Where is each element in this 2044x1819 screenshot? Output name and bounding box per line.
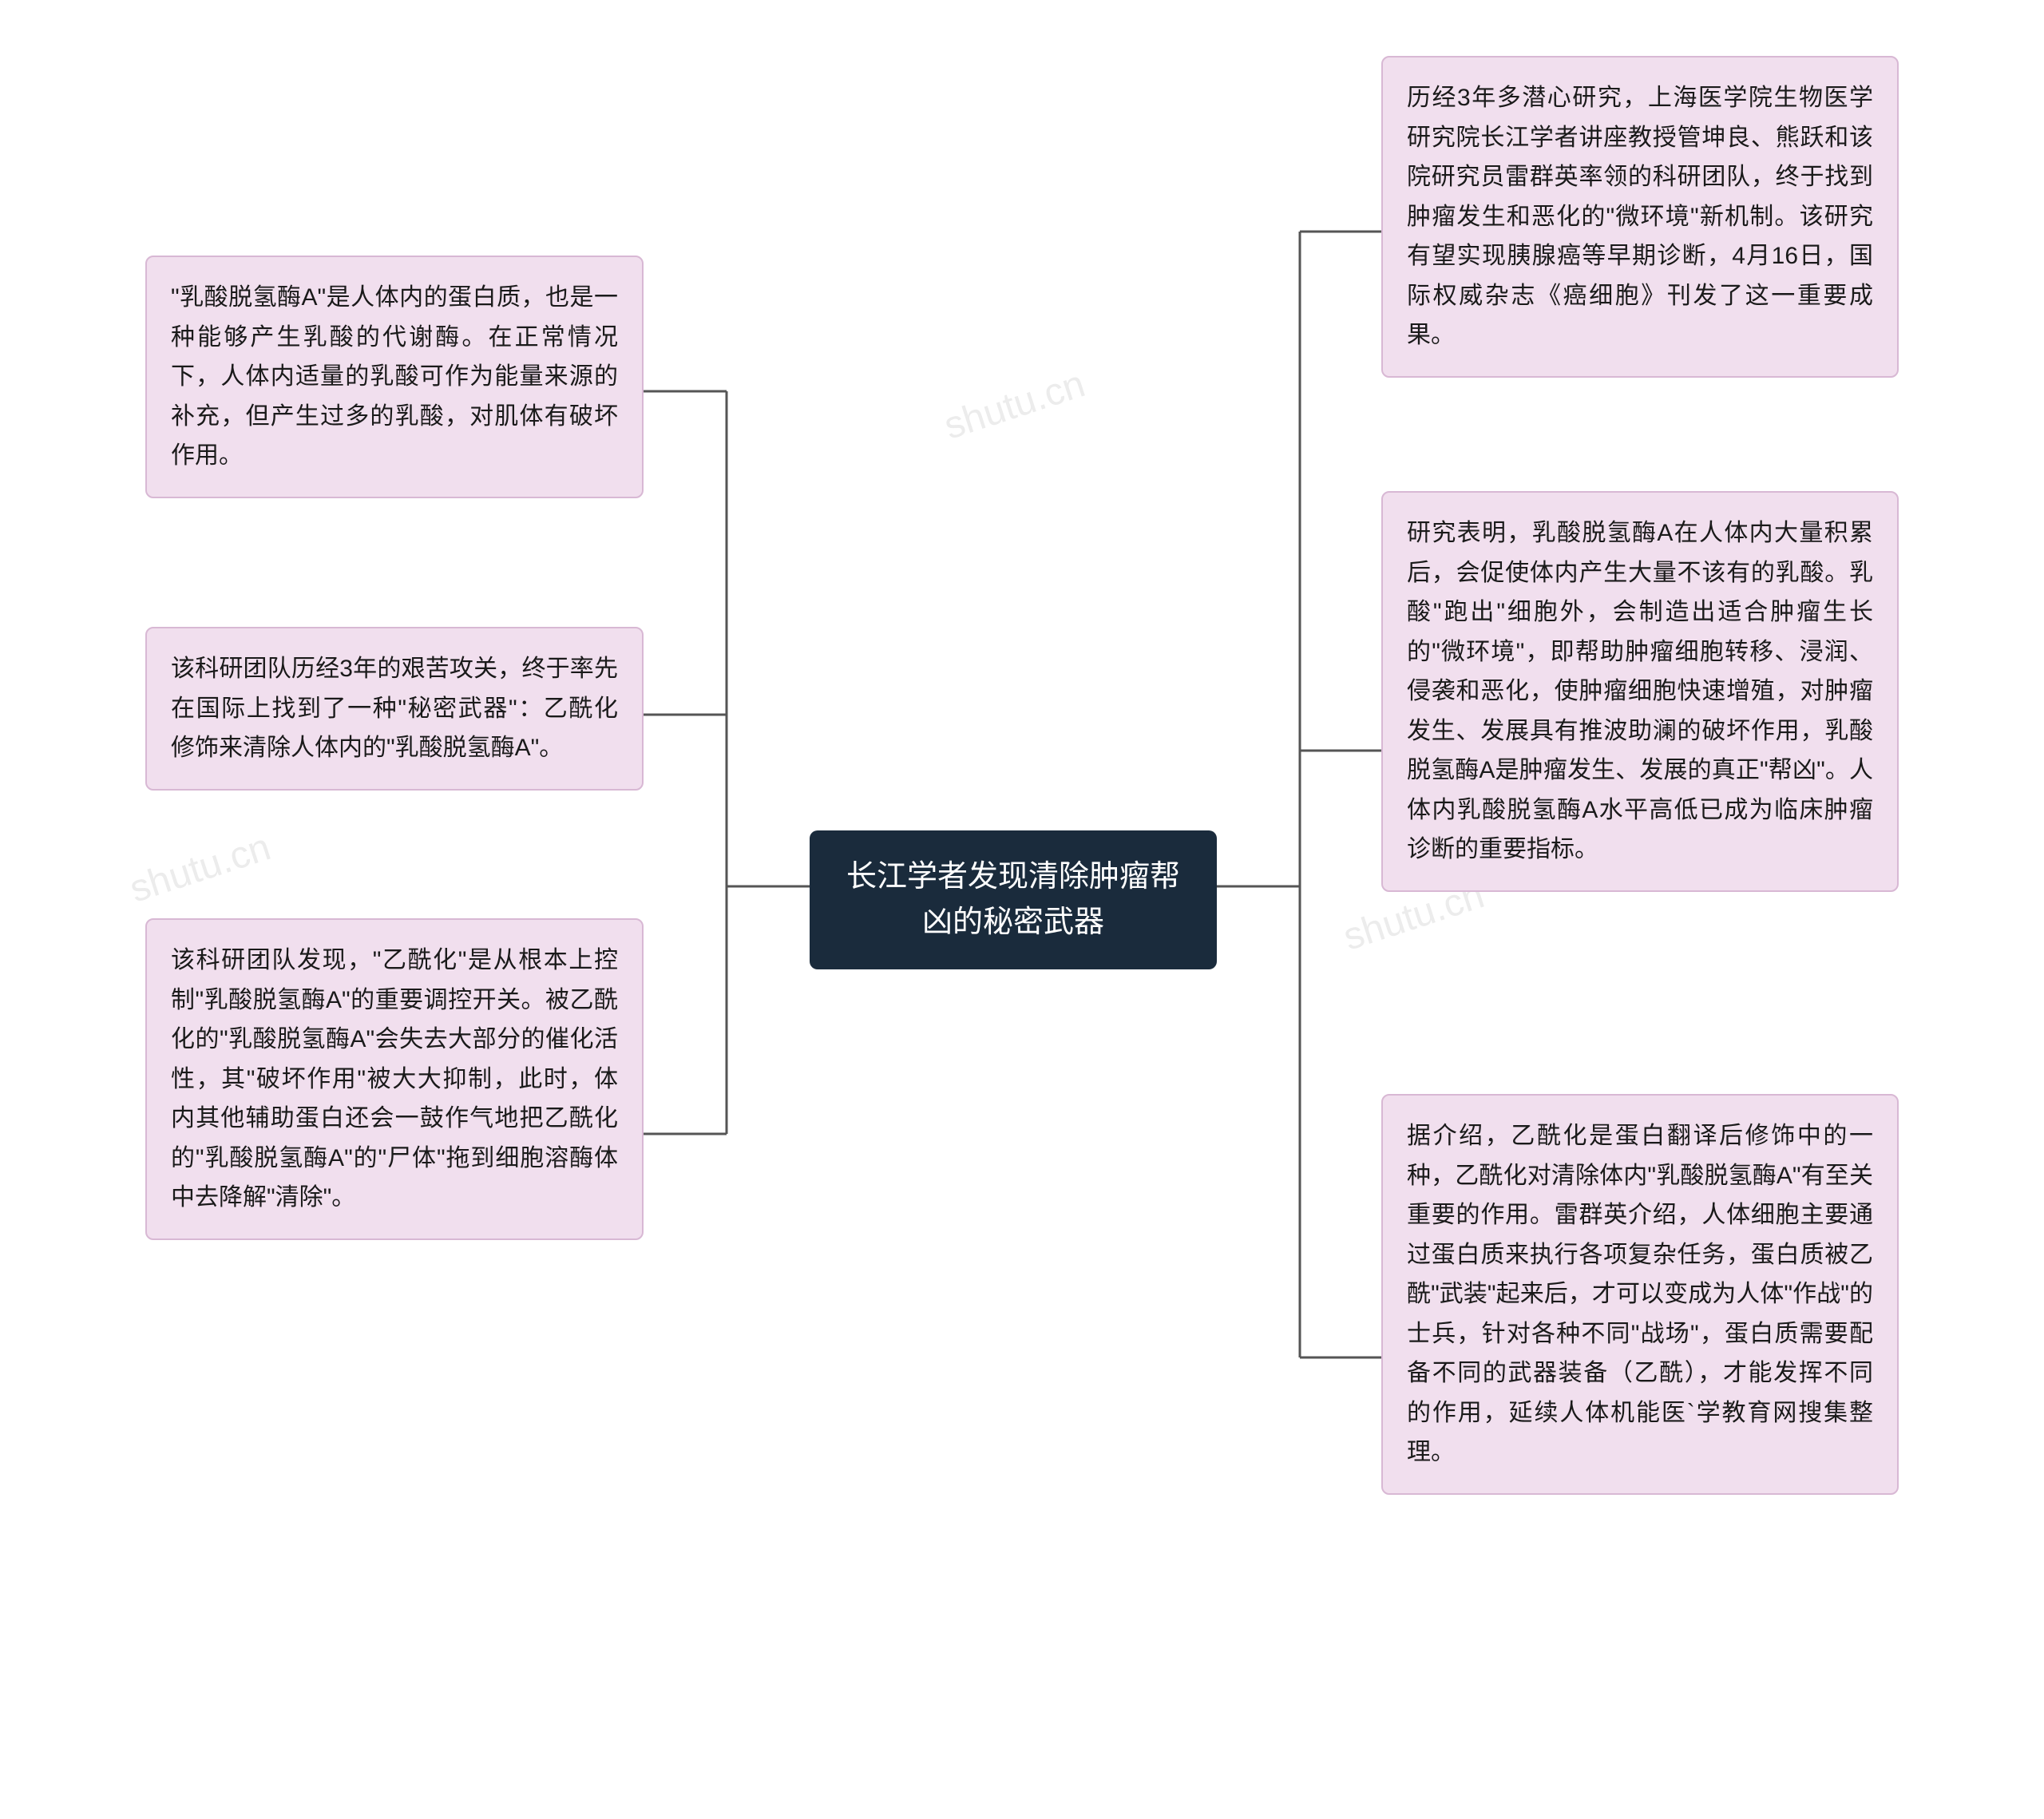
right-node-text-1: 研究表明，乳酸脱氢酶A在人体内大量积累后，会促使体内产生大量不该有的乳酸。乳酸"… (1407, 520, 1873, 862)
watermark-1: shutu.cn (939, 362, 1091, 448)
watermark-2: shutu.cn (125, 825, 276, 911)
left-node-text-1: 该科研团队历经3年的艰苦攻关，终于率先在国际上找到了一种"秘密武器"：乙酰化修饰… (171, 656, 618, 761)
left-node-text-2: 该科研团队发现，"乙酰化"是从根本上控制"乳酸脱氢酶A"的重要调控开关。被乙酰化… (171, 947, 618, 1211)
left-node-text-0: "乳酸脱氢酶A"是人体内的蛋白质，也是一种能够产生乳酸的代谢酶。在正常情况下，人… (171, 284, 618, 469)
center-text: 长江学者发现清除肿瘤帮凶的秘密武器 (846, 860, 1180, 939)
right-node-0: 历经3年多潜心研究，上海医学院生物医学研究院长江学者讲座教授管坤良、熊跃和该院研… (1381, 56, 1899, 378)
right-node-2: 据介绍，乙酰化是蛋白翻译后修饰中的一种，乙酰化对清除体内"乳酸脱氢酶A"有至关重… (1381, 1094, 1899, 1495)
right-node-text-2: 据介绍，乙酰化是蛋白翻译后修饰中的一种，乙酰化对清除体内"乳酸脱氢酶A"有至关重… (1407, 1123, 1873, 1465)
right-node-1: 研究表明，乳酸脱氢酶A在人体内大量积累后，会促使体内产生大量不该有的乳酸。乳酸"… (1381, 491, 1899, 892)
right-node-text-0: 历经3年多潜心研究，上海医学院生物医学研究院长江学者讲座教授管坤良、熊跃和该院研… (1407, 85, 1873, 348)
left-node-1: 该科研团队历经3年的艰苦攻关，终于率先在国际上找到了一种"秘密武器"：乙酰化修饰… (145, 627, 644, 791)
left-node-2: 该科研团队发现，"乙酰化"是从根本上控制"乳酸脱氢酶A"的重要调控开关。被乙酰化… (145, 918, 644, 1240)
center-node: 长江学者发现清除肿瘤帮凶的秘密武器 (810, 830, 1217, 969)
left-node-0: "乳酸脱氢酶A"是人体内的蛋白质，也是一种能够产生乳酸的代谢酶。在正常情况下，人… (145, 256, 644, 498)
